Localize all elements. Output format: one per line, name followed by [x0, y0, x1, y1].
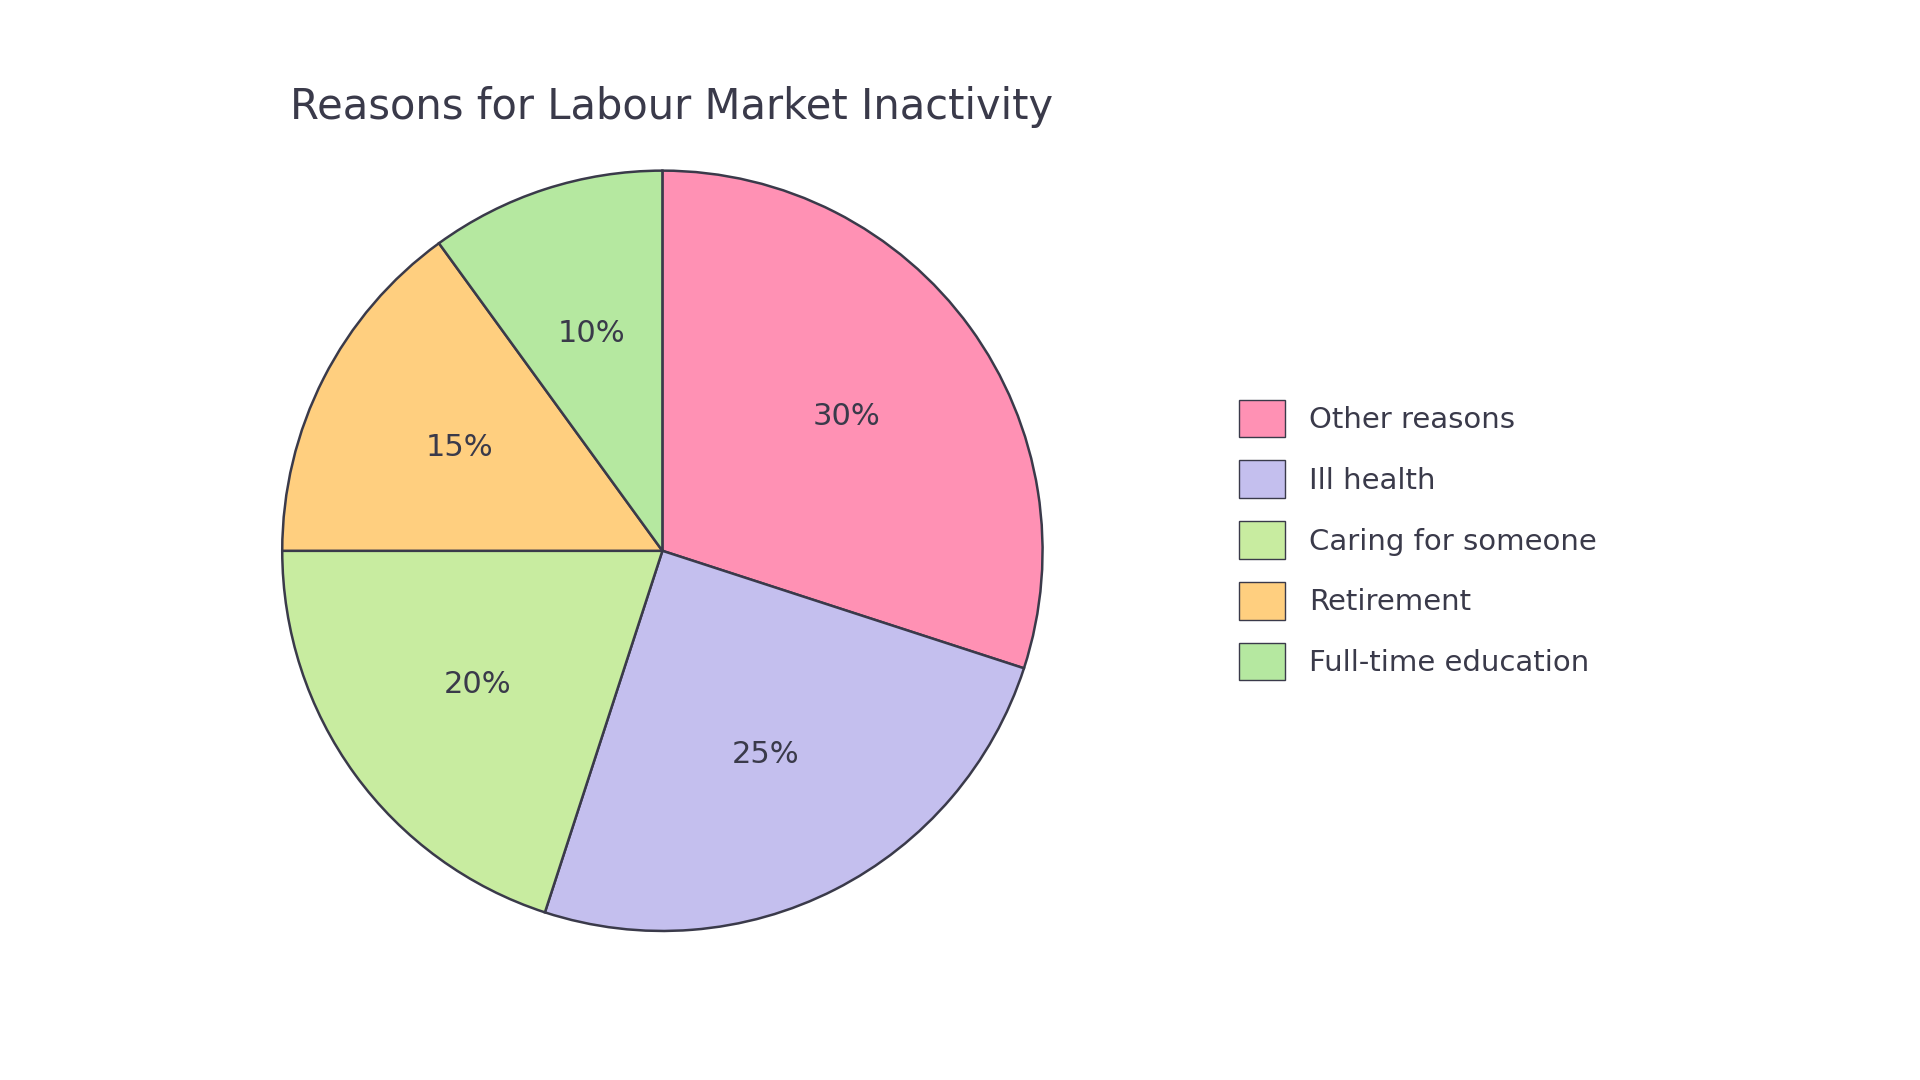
- Text: Reasons for Labour Market Inactivity: Reasons for Labour Market Inactivity: [290, 86, 1054, 129]
- Text: 30%: 30%: [812, 402, 881, 431]
- Legend: Other reasons, Ill health, Caring for someone, Retirement, Full-time education: Other reasons, Ill health, Caring for so…: [1225, 386, 1611, 694]
- Text: 15%: 15%: [426, 433, 493, 462]
- Wedge shape: [282, 551, 662, 913]
- Text: 10%: 10%: [559, 320, 626, 349]
- Wedge shape: [662, 171, 1043, 669]
- Wedge shape: [545, 551, 1023, 931]
- Text: 25%: 25%: [732, 740, 801, 769]
- Wedge shape: [282, 243, 662, 551]
- Wedge shape: [440, 171, 662, 551]
- Text: 20%: 20%: [444, 671, 511, 700]
